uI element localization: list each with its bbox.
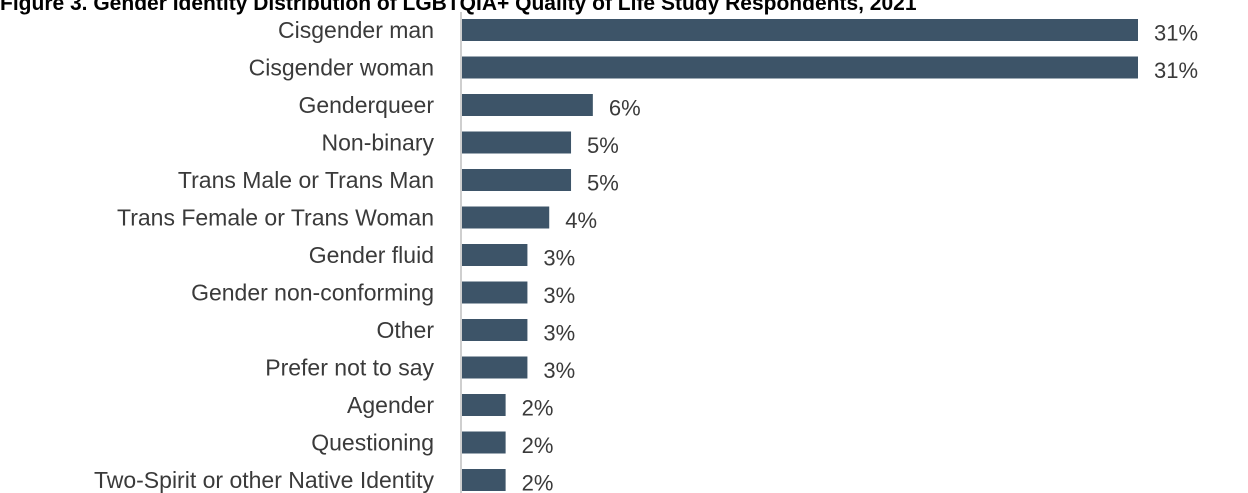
value-label: 2% xyxy=(522,433,554,458)
bars-layer xyxy=(462,19,1138,491)
value-label: 4% xyxy=(565,208,597,233)
bar xyxy=(462,319,528,341)
category-label: Cisgender man xyxy=(278,17,434,43)
bar xyxy=(462,19,1138,41)
category-label: Two-Spirit or other Native Identity xyxy=(94,467,435,493)
bar xyxy=(462,281,528,304)
category-label: Trans Female or Trans Woman xyxy=(117,205,434,231)
value-label: 3% xyxy=(543,246,575,271)
category-labels-layer: Cisgender man Cisgender woman Genderqueer N… xyxy=(94,17,435,493)
bar xyxy=(462,206,550,229)
bar xyxy=(462,169,572,191)
value-label: 31% xyxy=(1154,58,1198,83)
value-labels-layer: 31% 31% 6% 5% 5% 4% 3% 3% 3% 3% 2% 2% 2% xyxy=(522,21,1198,493)
value-label: 3% xyxy=(543,358,575,383)
bar xyxy=(462,356,528,379)
value-label: 2% xyxy=(522,396,554,421)
value-label: 3% xyxy=(543,321,575,346)
category-label: Trans Male or Trans Man xyxy=(178,167,434,193)
bar xyxy=(462,431,506,454)
category-label: Other xyxy=(376,317,434,343)
bar xyxy=(462,131,572,154)
value-label: 3% xyxy=(543,283,575,308)
category-label: Non-binary xyxy=(322,130,435,156)
category-label: Gender fluid xyxy=(309,242,434,268)
category-label: Cisgender woman xyxy=(249,55,434,81)
category-label: Genderqueer xyxy=(298,92,434,118)
bar xyxy=(462,394,506,416)
bar xyxy=(462,244,528,266)
category-label: Gender non-conforming xyxy=(191,280,434,306)
value-label: 6% xyxy=(609,96,641,121)
category-label: Prefer not to say xyxy=(265,355,434,381)
chart-title: Figure 3. Gender Identity Distribution o… xyxy=(0,0,917,15)
value-label: 5% xyxy=(587,133,619,158)
value-label: 31% xyxy=(1154,21,1198,46)
bar xyxy=(462,56,1138,79)
bar xyxy=(462,469,506,491)
value-label: 5% xyxy=(587,171,619,196)
value-label: 2% xyxy=(522,471,554,493)
category-label: Questioning xyxy=(311,430,434,456)
category-label: Agender xyxy=(347,392,434,418)
bar xyxy=(462,94,593,116)
